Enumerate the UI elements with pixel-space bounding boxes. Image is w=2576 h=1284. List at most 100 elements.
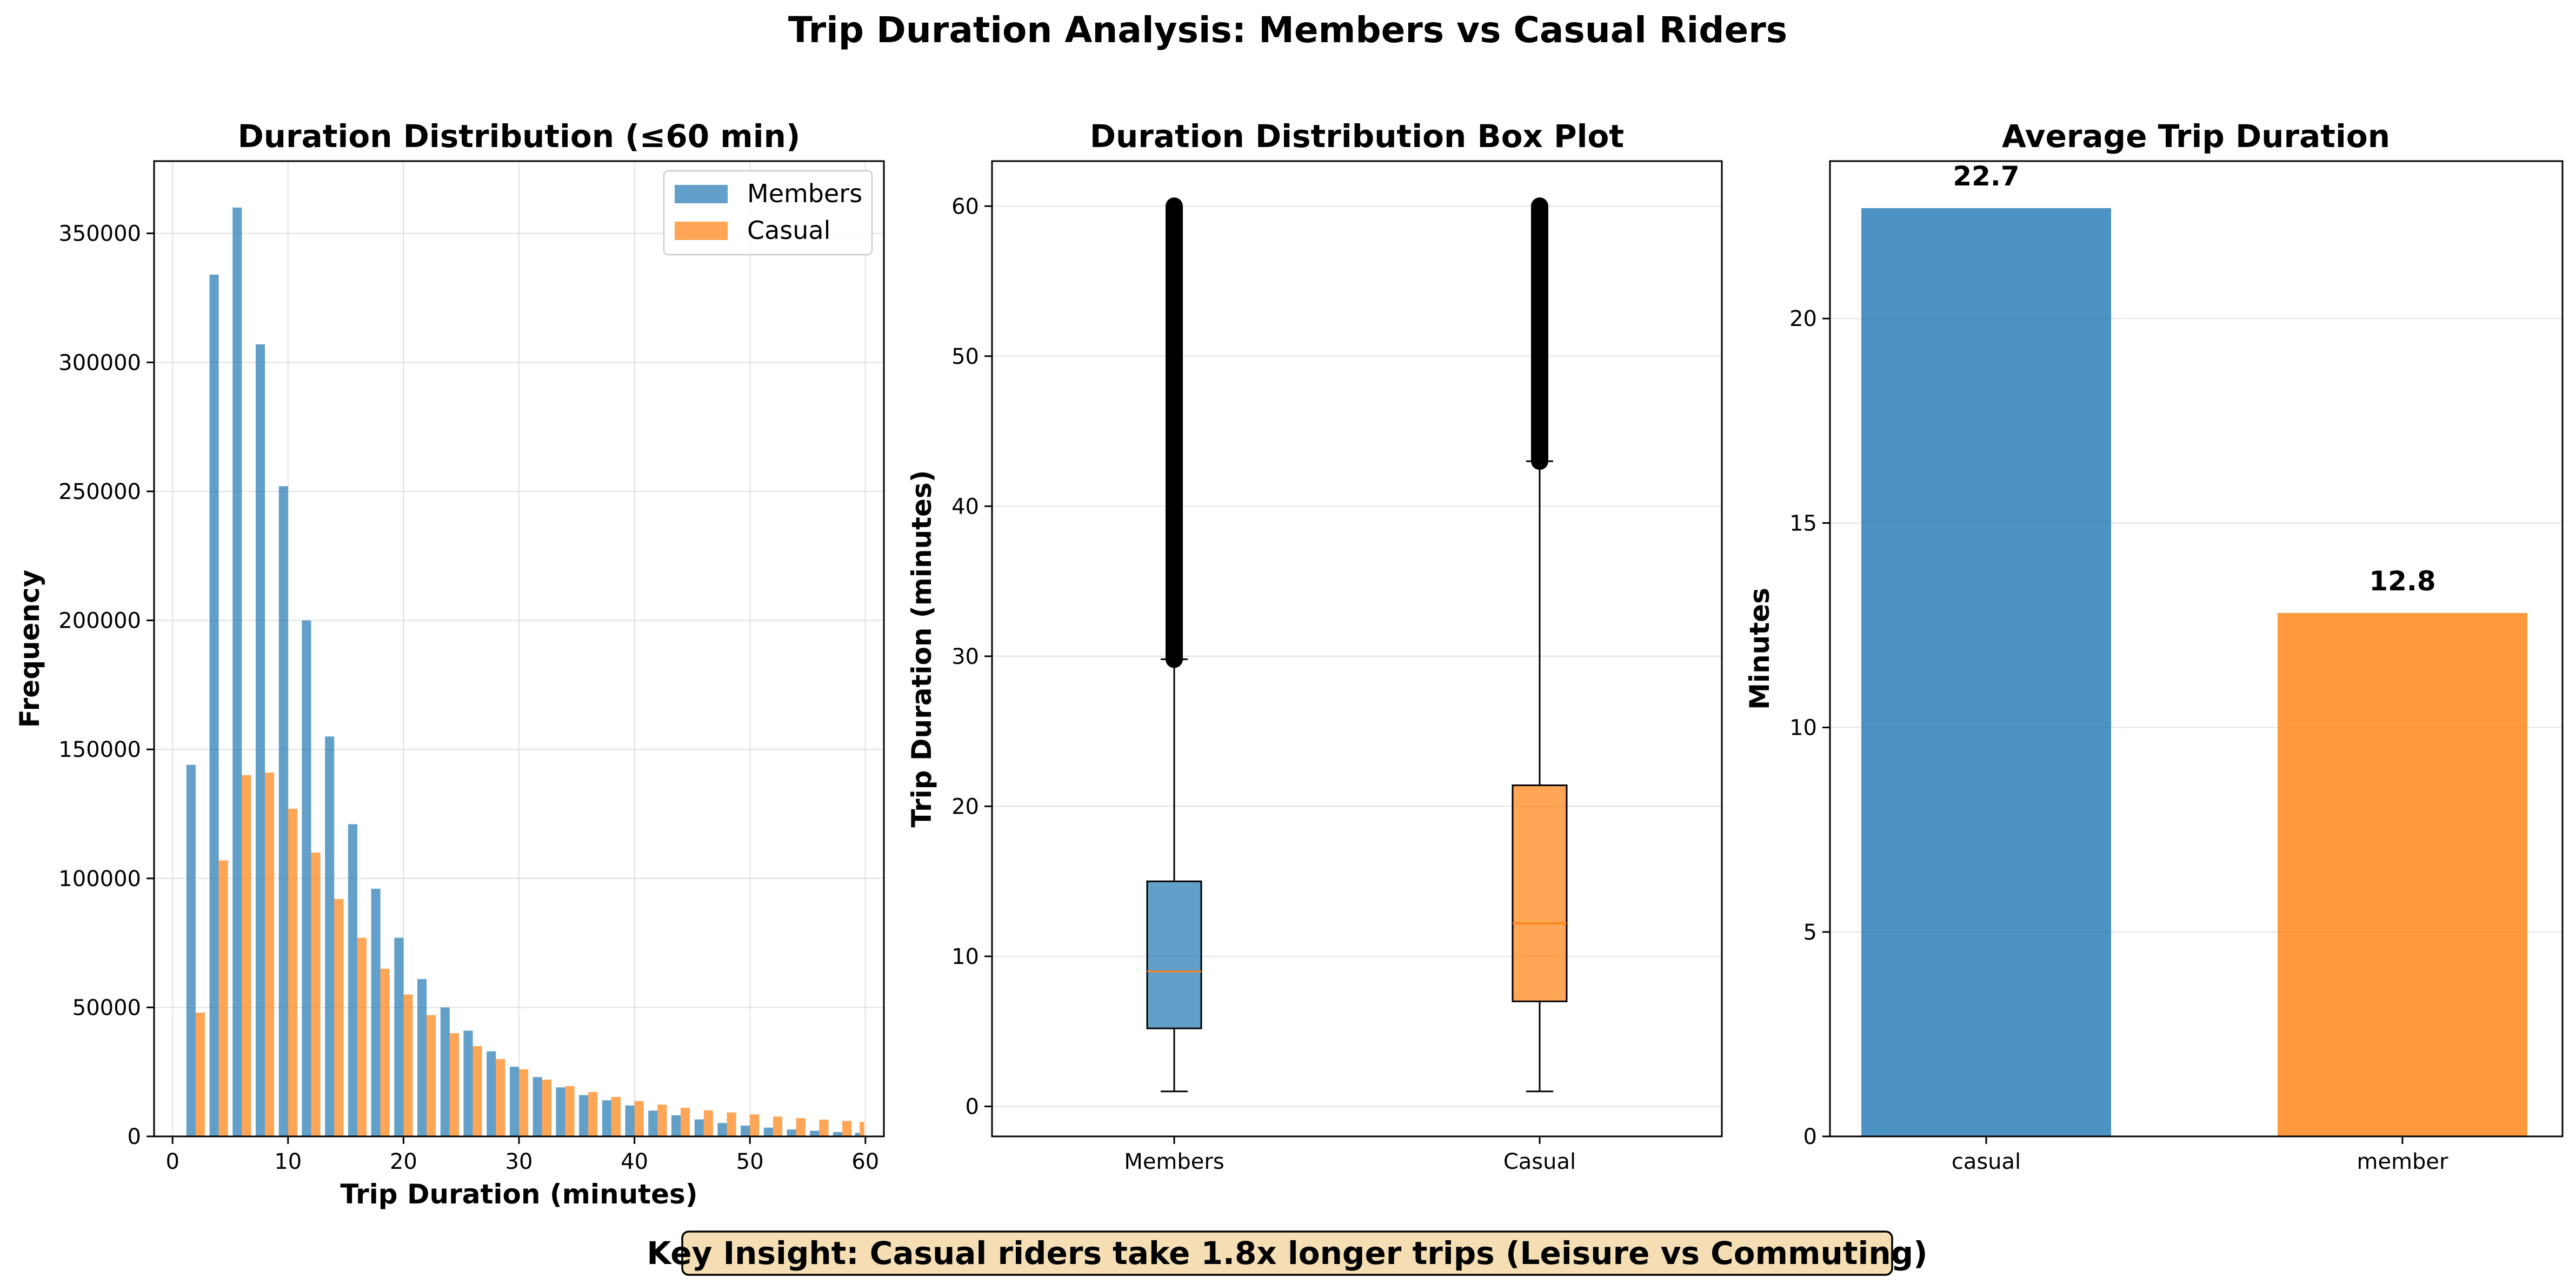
histogram-bar-casual — [242, 775, 251, 1136]
histogram-title: Duration Distribution (≤60 min) — [238, 118, 801, 155]
boxplot-y-tick-label: 50 — [951, 344, 979, 369]
boxplot-axes-frame — [991, 160, 1723, 1137]
histogram-bar-casual — [842, 1121, 852, 1136]
histogram-y-tick-label: 0 — [128, 1125, 141, 1149]
histogram-bar-members — [694, 1119, 704, 1136]
histogram-bar-casual — [265, 773, 275, 1136]
histogram-bar-casual — [357, 937, 367, 1136]
histogram-y-tick-label: 300000 — [58, 350, 141, 375]
insight-text: Key Insight: Casual riders take 1.8x lon… — [647, 1235, 1927, 1272]
histogram-y-tick-label: 250000 — [58, 480, 141, 504]
average-bar-casual — [1861, 208, 2111, 1136]
histogram-bar-casual — [727, 1112, 736, 1136]
boxplot-x-tick-label-members: Members — [1124, 1149, 1224, 1174]
histogram-x-tick-label: 20 — [390, 1149, 417, 1174]
histogram-bar-casual — [519, 1069, 529, 1136]
histogram-y-tick-label: 100000 — [58, 867, 141, 892]
histogram-x-tick-label: 50 — [736, 1149, 764, 1174]
average-title: Average Trip Duration — [2002, 118, 2390, 155]
histogram-bar-casual — [773, 1116, 783, 1136]
histogram-y-tick-label: 150000 — [58, 737, 141, 762]
boxplot-panel: Duration Distribution Box Plot 0 10 20 30 40… — [906, 118, 1723, 1174]
histogram-xlabel: Trip Duration (minutes) — [340, 1179, 697, 1210]
average-panel: Average Trip Duration 22.7 12.8 0 5 10 15 20 c… — [1744, 118, 2564, 1174]
insight-box — [681, 1230, 1893, 1276]
boxplot-box-casual — [1512, 784, 1568, 1002]
average-y-tick-label: 15 — [1789, 511, 1817, 536]
histogram-bar-casual — [681, 1108, 690, 1136]
histogram-bar-members — [579, 1095, 589, 1136]
histogram-y-tick-label: 200000 — [58, 609, 141, 634]
histogram-bar-casual — [588, 1092, 598, 1136]
histogram-bar-members — [302, 620, 311, 1136]
average-y-tick-label: 20 — [1789, 307, 1817, 331]
boxplot-ylabel: Trip Duration (minutes) — [906, 470, 937, 827]
boxplot-y-tick-label: 40 — [951, 494, 979, 519]
histogram-bar-members — [209, 274, 219, 1137]
histogram-bar-casual — [427, 1015, 436, 1136]
legend-swatch-members — [675, 185, 728, 203]
boxplot-y-tick-label: 20 — [951, 794, 979, 819]
histogram-bar-casual — [449, 1033, 459, 1136]
average-y-tick-label: 5 — [1803, 920, 1817, 945]
suptitle: Trip Duration Analysis: Members vs Casua… — [788, 9, 1787, 51]
histogram-bar-members — [602, 1100, 611, 1136]
histogram-bar-members — [278, 486, 288, 1137]
histogram-bar-members — [463, 1030, 473, 1136]
histogram-y-tick-label: 50000 — [72, 995, 141, 1020]
histogram-legend: Members Casual — [663, 170, 873, 256]
histogram-bar-members — [487, 1051, 496, 1136]
histogram-bar-casual — [288, 808, 297, 1136]
histogram-bar-members — [325, 736, 335, 1136]
histogram-bar-casual — [334, 899, 344, 1136]
boxplot-x-tick-label-casual: Casual — [1503, 1149, 1576, 1174]
histogram-x-tick-label: 30 — [505, 1149, 533, 1174]
boxplot-y-tick-label: 0 — [966, 1094, 979, 1119]
legend-label-casual: Casual — [747, 216, 830, 245]
average-data-label-member: 12.8 — [2369, 566, 2435, 597]
histogram-bar-casual — [750, 1114, 760, 1136]
histogram-bar-members — [671, 1115, 681, 1136]
histogram-bar-casual — [819, 1119, 829, 1136]
histogram-bar-casual — [380, 968, 390, 1136]
histogram-bar-casual — [218, 860, 228, 1136]
boxplot-y-tick-label: 30 — [951, 644, 979, 669]
histogram-bar-casual — [496, 1059, 505, 1136]
histogram-y-tick-label: 350000 — [58, 222, 141, 247]
histogram-bar-members — [440, 1007, 450, 1136]
histogram-bar-members — [855, 1133, 860, 1136]
histogram-bar-members — [763, 1127, 773, 1136]
histogram-bar-casual — [403, 994, 413, 1136]
histogram-bar-casual — [611, 1096, 621, 1136]
histogram-bar-casual — [860, 1122, 864, 1136]
histogram-bar-casual — [634, 1101, 644, 1136]
legend-label-members: Members — [747, 179, 862, 208]
histogram-bar-members — [556, 1087, 565, 1136]
average-y-tick-label: 10 — [1789, 716, 1817, 741]
average-x-tick-label-casual: casual — [1952, 1149, 2021, 1174]
histogram-bar-members — [348, 824, 357, 1136]
histogram-bar-members — [509, 1067, 519, 1136]
histogram-bar-casual — [565, 1086, 575, 1136]
histogram-bar-members — [232, 207, 242, 1136]
boxplot-title: Duration Distribution Box Plot — [1090, 118, 1624, 155]
histogram-bar-casual — [796, 1118, 806, 1136]
histogram-bar-members — [394, 937, 404, 1136]
histogram-bar-members — [371, 888, 381, 1136]
histogram-bar-members — [717, 1123, 727, 1136]
insight-annotation: Key Insight: Casual riders take 1.8x lon… — [647, 1230, 1928, 1276]
average-axes-frame — [1829, 160, 2564, 1137]
boxplot-y-tick-label: 60 — [951, 194, 979, 219]
average-ylabel: Minutes — [1744, 588, 1775, 710]
histogram-bar-casual — [195, 1012, 205, 1136]
boxplot-box-members — [1146, 880, 1202, 1029]
histogram-bar-members — [833, 1132, 843, 1136]
average-x-tick-label-member: member — [2357, 1149, 2449, 1174]
histogram-ylabel: Frequency — [14, 570, 45, 728]
histogram-bar-members — [741, 1125, 750, 1136]
boxplot-y-tick-label: 10 — [951, 944, 979, 969]
histogram-bar-casual — [703, 1110, 713, 1136]
histogram-bar-members — [648, 1110, 658, 1136]
histogram-bar-casual — [311, 853, 321, 1136]
